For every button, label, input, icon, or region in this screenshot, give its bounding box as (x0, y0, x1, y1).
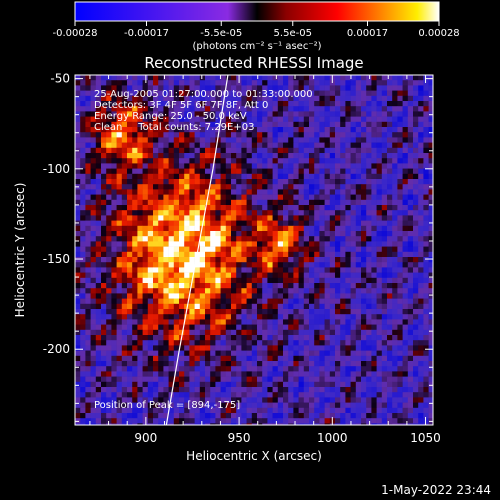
info-line-3: Energy Range: 25.0 - 50.0 keV (94, 111, 247, 122)
solar-limb-curve (165, 75, 229, 425)
info-line-4: Clean Total counts: 7.29E+03 (94, 122, 254, 133)
colorbar: -0.00028 -0.00017 -5.5e-05 5.5e-05 0.00017 0.… (53, 1, 460, 52)
colorbar-units: (photons cm⁻² s⁻¹ asec⁻²) (192, 41, 321, 52)
x-tick-label: 1000 (317, 431, 348, 445)
info-overlay: 25-Aug-2005 01:27:00.000 to 01:33:00.000… (94, 89, 313, 133)
y-tick-label: -50 (50, 72, 70, 86)
colorbar-tick-label: -5.5e-05 (200, 28, 242, 39)
timestamp: 1-May-2022 23:44 (381, 483, 491, 497)
x-tick-label: 1050 (410, 431, 441, 445)
y-tick-label: -200 (43, 342, 70, 356)
chart-title: Reconstructed RHESSI Image (144, 54, 363, 72)
x-axis-label: Heliocentric X (arcsec) (186, 449, 322, 463)
heatmap-image (75, 75, 433, 425)
x-tick-label: 950 (228, 431, 251, 445)
colorbar-tick-label: 0.00017 (347, 28, 388, 39)
x-tick-label: 900 (134, 431, 157, 445)
y-tick-label: -100 (43, 162, 70, 176)
info-line-2: Detectors: 3F 4F 5F 6F 7F 8F, Att 0 (94, 100, 268, 111)
y-axis-label: Heliocentric Y (arcsec) (13, 183, 27, 318)
y-tick-label: -150 (43, 252, 70, 266)
info-line-1: 25-Aug-2005 01:27:00.000 to 01:33:00.000 (94, 89, 313, 100)
colorbar-ticks: -0.00028 -0.00017 -5.5e-05 5.5e-05 0.00017 0.… (53, 21, 460, 39)
colorbar-tick-label: 0.00028 (418, 28, 459, 39)
plot-frame (74, 74, 434, 426)
colorbar-tick-label: -0.00028 (53, 28, 98, 39)
colorbar-tick-label: 5.5e-05 (274, 28, 312, 39)
colorbar-gradient (74, 1, 440, 22)
x-axis: 900 950 1000 1050 (89, 75, 441, 445)
peak-position-label: Position of Peak = [894,-175] (94, 400, 240, 411)
y-axis: -50 -100 -150 -200 (43, 72, 433, 422)
colorbar-tick-label: -0.00017 (124, 28, 169, 39)
